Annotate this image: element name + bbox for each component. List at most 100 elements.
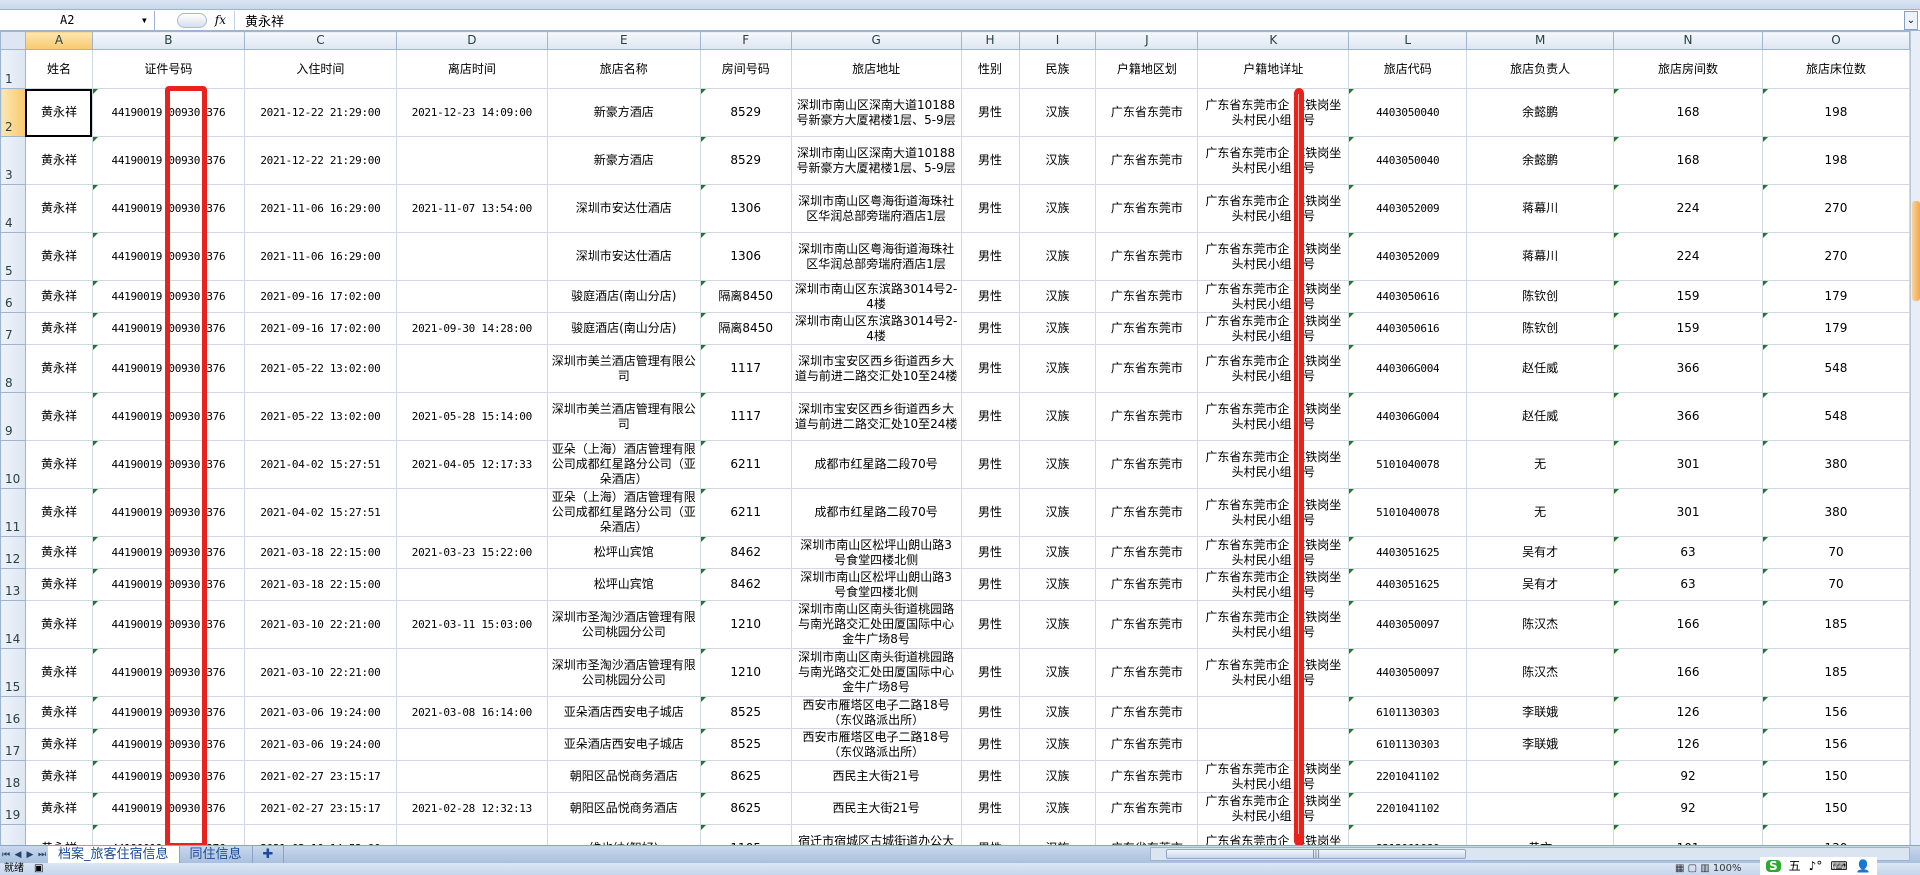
cell-n[interactable]: 168 [1613,136,1763,185]
cell-h[interactable]: 男性 [960,568,1020,601]
cell-o[interactable]: 70 [1761,536,1910,569]
cell-f[interactable]: 隔离8450 [699,312,792,345]
punctuation-icon[interactable]: ♪° [1808,859,1823,873]
row-header[interactable]: 15 [0,648,26,697]
row-header[interactable]: 2 [0,88,26,137]
cell-g[interactable]: 西安市雁塔区电子二路18号（东仪路派出所） [790,728,962,761]
cell-j[interactable]: 广东省东莞市 [1095,232,1199,281]
column-title-cell[interactable]: 旅店代码 [1348,49,1468,89]
cell-f[interactable]: 隔离8450 [699,280,792,313]
cell-a[interactable]: 黄永祥 [24,568,93,601]
column-title-cell[interactable]: 旅店房间数 [1613,49,1763,89]
cell-i[interactable]: 汉族 [1018,760,1097,793]
column-header-f[interactable]: F [699,31,792,50]
cell-j[interactable]: 广东省东莞市 [1095,600,1199,649]
column-header-b[interactable]: B [91,31,245,50]
column-header-g[interactable]: G [790,31,962,50]
cell-c[interactable]: 2021-04-02 15:27:51 [243,440,397,489]
cell-h[interactable]: 男性 [960,280,1020,313]
insert-function-icon[interactable]: fx [214,13,226,27]
cell-a[interactable]: 黄永祥 [24,648,93,697]
cell-m[interactable]: 赵任威 [1466,392,1615,441]
cell-e[interactable]: 亚朵（上海）酒店管理有限公司成都红星路分公司（亚朵酒店） [546,488,701,537]
cell-n[interactable]: 224 [1613,232,1763,281]
cell-c[interactable]: 2021-11-06 16:29:00 [243,184,397,233]
cell-c[interactable]: 2021-11-06 16:29:00 [243,232,397,281]
cell-h[interactable]: 男性 [960,344,1020,393]
cell-f[interactable]: 6211 [699,440,792,489]
cell-d[interactable] [395,344,548,393]
column-title-cell[interactable]: 证件号码 [91,49,245,89]
row-header[interactable]: 10 [0,440,26,489]
cell-m[interactable]: 蒋幕川 [1466,184,1615,233]
column-header-n[interactable]: N [1613,31,1763,50]
macro-record-icon[interactable]: ▣ [34,863,44,874]
cell-e[interactable]: 深圳市安达仕酒店 [546,184,701,233]
cell-e[interactable]: 骏庭酒店(南山分店) [546,280,701,313]
cell-k[interactable]: 广东省东莞市企 镇铁岗坐头村民小组 0号 [1197,312,1350,345]
ime-mode[interactable]: 五 [1788,859,1801,873]
cell-g[interactable]: 深圳市宝安区西乡街道西乡大道与前进二路交汇处10至24楼 [790,344,962,393]
cell-i[interactable]: 汉族 [1018,232,1097,281]
cell-i[interactable]: 汉族 [1018,568,1097,601]
cell-l[interactable]: 4403051625 [1348,536,1468,569]
cell-l[interactable]: 6101130303 [1348,728,1468,761]
last-sheet-icon[interactable]: ⏭ [37,849,47,860]
row-header[interactable]: 13 [0,568,26,601]
cell-n[interactable]: 63 [1613,568,1763,601]
cell-e[interactable]: 亚朵酒店西安电子城店 [546,728,701,761]
cell-h[interactable]: 男性 [960,696,1020,729]
cell-d[interactable]: 2021-09-30 14:28:00 [395,312,548,345]
cell-e[interactable]: 骏庭酒店(南山分店) [546,312,701,345]
cell-h[interactable]: 男性 [960,600,1020,649]
cell-f[interactable]: 1210 [699,600,792,649]
cell-c[interactable]: 2021-03-06 19:24:00 [243,728,397,761]
cell-j[interactable]: 广东省东莞市 [1095,392,1199,441]
cell-m[interactable]: 陈钦创 [1466,312,1615,345]
cell-a[interactable]: 黄永祥 [24,488,93,537]
zoom-level[interactable]: 100% [1712,863,1742,874]
cell-k[interactable]: 广东省东莞市企 镇铁岗坐头村民小组 0号 [1197,600,1350,649]
name-box[interactable]: A2 ▾ [0,10,155,30]
cell-e[interactable]: 维也纳(智好) [546,824,701,845]
cell-f[interactable]: 1105 [699,824,792,845]
cell-i[interactable]: 汉族 [1018,392,1097,441]
column-header-d[interactable]: D [395,31,548,50]
cell-k[interactable]: 广东省东莞市企 镇铁岗坐头村民小组 0号 [1197,440,1350,489]
cell-n[interactable]: 92 [1613,792,1763,825]
cell-j[interactable]: 广东省东莞市 [1095,792,1199,825]
cell-o[interactable]: 270 [1761,184,1910,233]
row-header[interactable]: 20 [0,824,26,845]
cell-j[interactable]: 广东省东莞市 [1095,88,1199,137]
cell-g[interactable]: 深圳市南山区松坪山朗山路3号食堂四楼北侧 [790,568,962,601]
cell-n[interactable]: 166 [1613,600,1763,649]
cell-k[interactable]: 广东省东莞市企 镇铁岗坐头村民小组 0号 [1197,792,1350,825]
row-header[interactable]: 19 [0,792,26,825]
cell-c[interactable]: 2021-09-16 17:02:00 [243,280,397,313]
cell-c[interactable]: 2021-09-16 17:02:00 [243,312,397,345]
cell-c[interactable]: 2021-04-02 15:27:51 [243,488,397,537]
cell-g[interactable]: 成都市红星路二段70号 [790,440,962,489]
cell-k[interactable]: 广东省东莞市企 镇铁岗坐头村民小组 0号 [1197,184,1350,233]
cell-e[interactable]: 松坪山宾馆 [546,568,701,601]
cell-g[interactable]: 深圳市南山区深南大道10188号新豪方大厦裙楼1层、5-9层 [790,88,962,137]
cell-a[interactable]: 黄永祥 [24,792,93,825]
cell-l[interactable]: 4403050616 [1348,312,1468,345]
cell-h[interactable]: 男性 [960,792,1020,825]
cell-i[interactable]: 汉族 [1018,600,1097,649]
cell-f[interactable]: 1306 [699,232,792,281]
vertical-scrollbar[interactable] [1910,31,1920,845]
cell-m[interactable]: 陈汉杰 [1466,600,1615,649]
cell-j[interactable]: 广东省东莞市 [1095,824,1199,845]
user-icon[interactable]: 👤 [1855,859,1871,873]
column-title-cell[interactable]: 性别 [960,49,1020,89]
cell-l[interactable]: 4403050040 [1348,136,1468,185]
cell-i[interactable]: 汉族 [1018,728,1097,761]
prev-sheet-icon[interactable]: ◀ [14,849,22,860]
cell-k[interactable] [1197,728,1350,761]
cell-l[interactable]: 4403050616 [1348,280,1468,313]
cell-h[interactable]: 男性 [960,488,1020,537]
cell-j[interactable]: 广东省东莞市 [1095,344,1199,393]
cell-c[interactable]: 2021-05-22 13:02:00 [243,392,397,441]
cell-n[interactable]: 301 [1613,488,1763,537]
